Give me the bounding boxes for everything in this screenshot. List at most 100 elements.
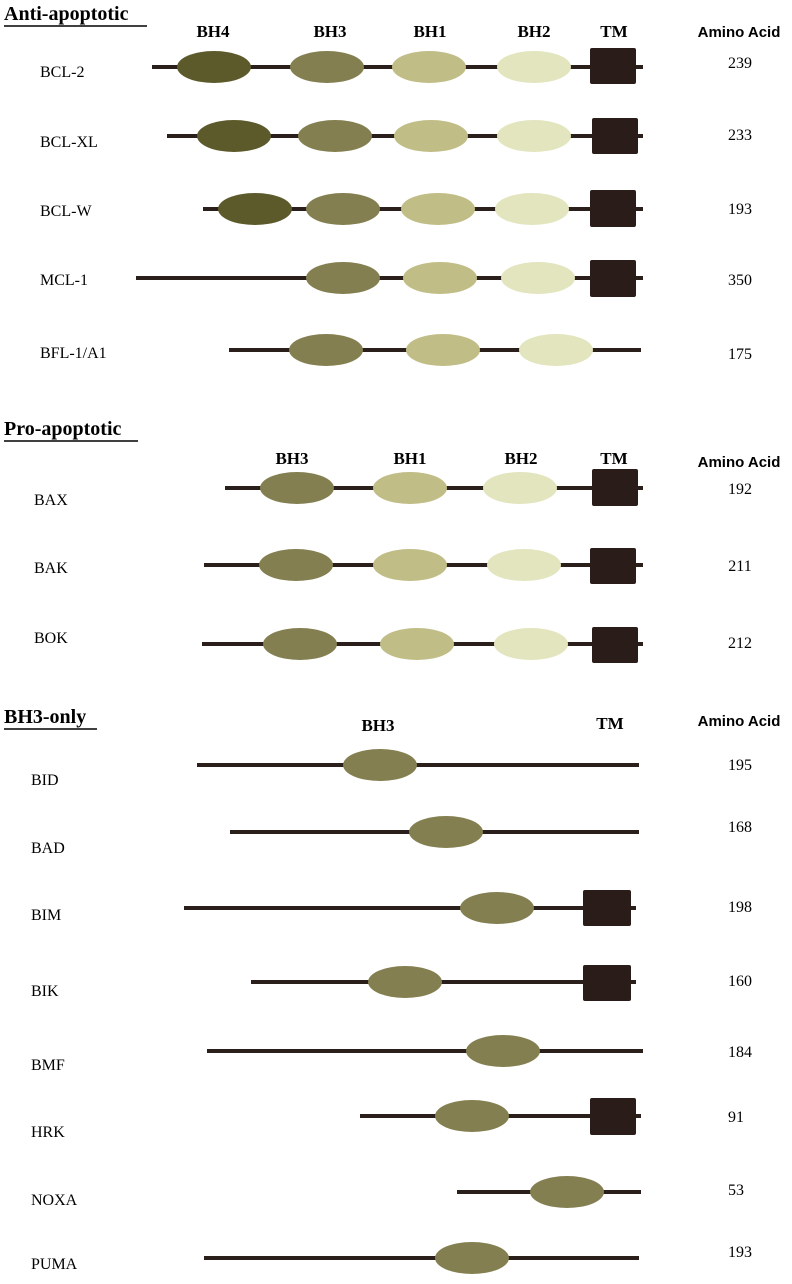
domain-header-bh1: BH1 bbox=[413, 22, 446, 41]
bh4-domain bbox=[177, 51, 251, 83]
domain-header-bh3: BH3 bbox=[313, 22, 346, 41]
protein-name: BFL-1/A1 bbox=[40, 345, 107, 362]
protein-name: BCL-XL bbox=[40, 134, 98, 151]
domain-header-tm: TM bbox=[596, 714, 623, 733]
bh2-domain bbox=[495, 193, 569, 225]
protein-row-bcl-xl: BCL-XL 233 bbox=[40, 118, 752, 154]
protein-name: BID bbox=[31, 772, 59, 789]
protein-row-bfl-1-a1: BFL-1/A1 175 bbox=[40, 334, 752, 366]
bh2-domain bbox=[497, 120, 571, 152]
amino-acid-count: 350 bbox=[728, 272, 752, 289]
bh1-domain bbox=[403, 262, 477, 294]
bh2-domain bbox=[487, 549, 561, 581]
bh1-domain bbox=[373, 472, 447, 504]
bh3-domain bbox=[466, 1035, 540, 1067]
domain-header-bh3: BH3 bbox=[361, 716, 394, 735]
bh4-domain bbox=[218, 193, 292, 225]
protein-name: PUMA bbox=[31, 1256, 78, 1273]
amino-acid-header: Amino Acid bbox=[698, 24, 781, 41]
section-title: BH3-only bbox=[4, 706, 86, 728]
domain-header-tm: TM bbox=[600, 22, 627, 41]
bh3-domain bbox=[435, 1100, 509, 1132]
protein-row-hrk: HRK 91 bbox=[31, 1098, 744, 1141]
domain-header-bh2: BH2 bbox=[504, 449, 537, 468]
protein-row-bim: BIM 198 bbox=[31, 890, 752, 926]
tm-domain bbox=[590, 548, 636, 584]
section-title: Anti-apoptotic bbox=[4, 3, 129, 25]
bh1-domain bbox=[373, 549, 447, 581]
bh3-domain bbox=[530, 1176, 604, 1208]
bh1-domain bbox=[394, 120, 468, 152]
amino-acid-count: 160 bbox=[728, 973, 752, 990]
tm-domain bbox=[592, 627, 638, 663]
tm-domain bbox=[590, 190, 636, 227]
protein-name: BAK bbox=[34, 560, 68, 577]
protein-row-noxa: NOXA 53 bbox=[31, 1176, 744, 1209]
tm-domain bbox=[590, 260, 636, 297]
bh2-domain bbox=[483, 472, 557, 504]
protein-name: BOK bbox=[34, 630, 68, 647]
protein-name: BCL-2 bbox=[40, 64, 84, 81]
bh1-domain bbox=[380, 628, 454, 660]
protein-name: BAD bbox=[31, 840, 65, 857]
tm-domain bbox=[592, 469, 638, 506]
amino-acid-count: 184 bbox=[728, 1044, 752, 1061]
protein-name: BCL-W bbox=[40, 203, 92, 220]
bh3-domain bbox=[260, 472, 334, 504]
amino-acid-count: 195 bbox=[728, 757, 752, 774]
bh3-domain bbox=[368, 966, 442, 998]
domain-header-bh2: BH2 bbox=[517, 22, 550, 41]
protein-name: MCL-1 bbox=[40, 272, 88, 289]
tm-domain bbox=[590, 48, 636, 84]
protein-row-bad: BAD 168 bbox=[31, 816, 752, 857]
bh2-domain bbox=[501, 262, 575, 294]
protein-row-bmf: BMF 184 bbox=[31, 1035, 752, 1074]
amino-acid-count: 193 bbox=[728, 1244, 752, 1261]
bh3-domain bbox=[460, 892, 534, 924]
bh3-domain bbox=[435, 1242, 509, 1274]
protein-row-bcl-2: BCL-2 239 bbox=[40, 48, 752, 84]
amino-acid-header: Amino Acid bbox=[698, 454, 781, 471]
amino-acid-count: 211 bbox=[728, 558, 751, 575]
domain-header-bh3: BH3 bbox=[275, 449, 308, 468]
bh3-domain bbox=[290, 51, 364, 83]
amino-acid-count: 239 bbox=[728, 55, 752, 72]
domain-header-bh1: BH1 bbox=[393, 449, 426, 468]
amino-acid-count: 193 bbox=[728, 201, 752, 218]
protein-name: BIM bbox=[31, 907, 61, 924]
domain-header-bh4: BH4 bbox=[196, 22, 230, 41]
section-anti-apoptotic: Anti-apoptotic BH4 BH3 BH1 BH2 TM Amino … bbox=[4, 3, 780, 366]
protein-row-bok: BOK 212 bbox=[34, 627, 752, 663]
protein-row-bik: BIK 160 bbox=[31, 965, 752, 1001]
bh3-domain bbox=[343, 749, 417, 781]
protein-name: HRK bbox=[31, 1124, 65, 1141]
tm-domain bbox=[592, 118, 638, 154]
protein-name: BIK bbox=[31, 983, 59, 1000]
protein-row-bid: BID 195 bbox=[31, 749, 752, 789]
bh1-domain bbox=[392, 51, 466, 83]
protein-name: BMF bbox=[31, 1057, 65, 1074]
protein-name: NOXA bbox=[31, 1192, 78, 1209]
bh3-domain bbox=[306, 193, 380, 225]
bh3-domain bbox=[259, 549, 333, 581]
amino-acid-count: 192 bbox=[728, 481, 752, 498]
bh2-domain bbox=[497, 51, 571, 83]
protein-row-bcl-w: BCL-W 193 bbox=[40, 190, 752, 227]
bh3-domain bbox=[289, 334, 363, 366]
protein-row-bax: BAX 192 bbox=[34, 469, 752, 509]
section-bh3-only: BH3-only BH3 TM Amino Acid BID 195 BAD 1… bbox=[4, 706, 780, 1274]
section-pro-apoptotic: Pro-apoptotic BH3 BH1 BH2 TM Amino Acid … bbox=[4, 418, 780, 663]
amino-acid-count: 198 bbox=[728, 899, 752, 916]
protein-row-bak: BAK 211 bbox=[34, 548, 752, 584]
bh3-domain bbox=[263, 628, 337, 660]
amino-acid-count: 212 bbox=[728, 635, 752, 652]
bh2-domain bbox=[519, 334, 593, 366]
amino-acid-count: 91 bbox=[728, 1109, 744, 1126]
protein-row-puma: PUMA 193 bbox=[31, 1242, 752, 1274]
amino-acid-count: 233 bbox=[728, 127, 752, 144]
tm-domain bbox=[583, 965, 631, 1001]
bh4-domain bbox=[197, 120, 271, 152]
amino-acid-count: 168 bbox=[728, 819, 752, 836]
tm-domain bbox=[583, 890, 631, 926]
